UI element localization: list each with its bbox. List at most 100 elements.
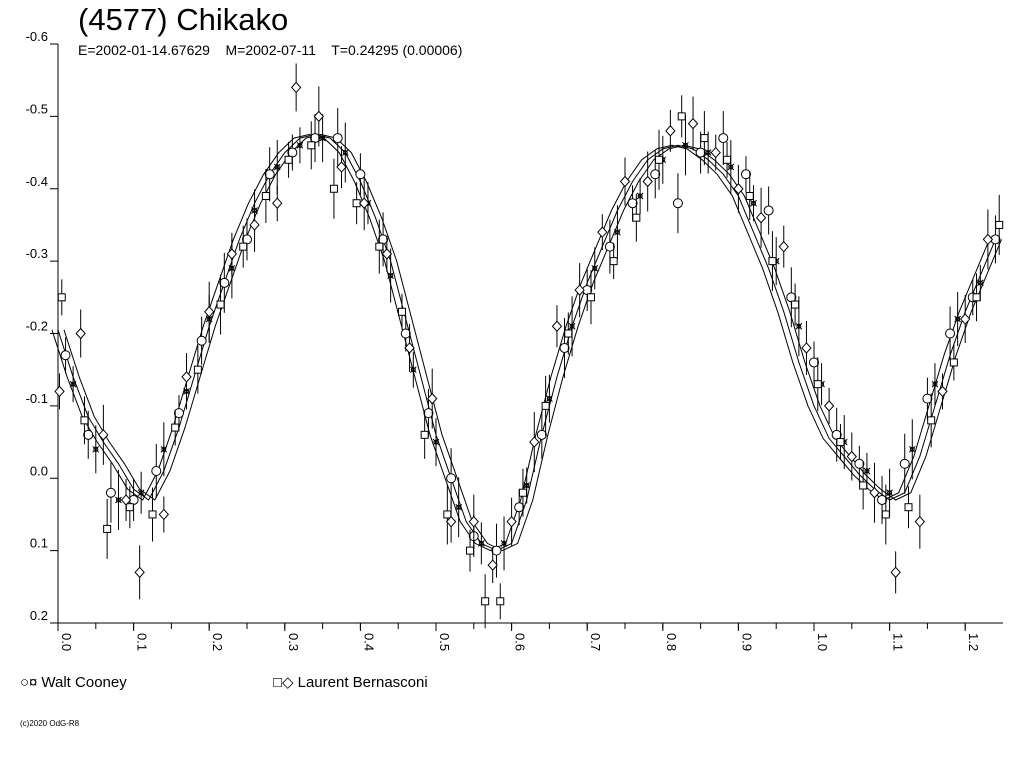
cross-marker: [727, 163, 735, 171]
square-marker: [284, 155, 293, 164]
diamond-marker: [597, 226, 608, 238]
data-point: [665, 109, 676, 152]
data-point: [591, 247, 599, 290]
data-point: [801, 320, 812, 375]
data-point: [196, 316, 207, 365]
cross-marker: [863, 467, 871, 475]
cross-marker: [704, 149, 712, 156]
data-point: [604, 219, 615, 274]
circle-marker: [355, 169, 366, 180]
diamond-marker: [204, 306, 215, 318]
square-marker: [397, 307, 406, 316]
data-point: [313, 86, 324, 147]
data-point: [927, 393, 936, 448]
data-point: [375, 219, 384, 274]
circle-marker: [378, 234, 389, 245]
data-point: [54, 373, 65, 410]
circle-marker: [809, 357, 819, 368]
diamond-marker: [687, 117, 699, 130]
square-marker: [791, 300, 800, 309]
data-point: [160, 422, 168, 477]
data-point: [945, 306, 956, 361]
data-point: [972, 273, 981, 322]
data-point: [387, 248, 394, 303]
data-point: [455, 477, 463, 538]
data-point: [287, 134, 298, 171]
x-tick-label: 0.2: [210, 633, 225, 651]
data-point: [397, 293, 406, 330]
data-point: [677, 95, 686, 138]
diamond-marker: [313, 110, 324, 123]
data-point: [914, 494, 926, 549]
data-point: [80, 396, 89, 445]
data-point: [642, 151, 653, 212]
data-point: [733, 164, 744, 213]
square-marker: [995, 220, 1004, 229]
data-point: [700, 111, 709, 166]
data-point: [491, 523, 502, 578]
square-marker: [632, 213, 641, 222]
square-marker: [881, 510, 890, 519]
diamond-marker: [336, 161, 347, 173]
square-marker: [813, 380, 822, 389]
cross-marker-ring: [274, 164, 280, 170]
data-point: [854, 445, 865, 482]
diamond-marker: [427, 392, 438, 405]
data-point: [551, 305, 563, 348]
x-tick-label: 0.4: [361, 633, 376, 651]
cross-marker-ring: [388, 273, 394, 279]
data-point: [710, 134, 721, 171]
square-marker: [949, 358, 958, 367]
y-tick-label: -0.4: [26, 174, 48, 189]
diamond-marker: [869, 486, 880, 499]
diamond-marker: [619, 175, 631, 188]
cross-marker-ring: [955, 316, 961, 322]
square-marker: [466, 546, 475, 555]
data-point: [586, 270, 595, 325]
cross-marker: [682, 141, 689, 149]
data-point: [355, 153, 366, 196]
circle-marker: [899, 458, 910, 469]
data-point: [103, 498, 112, 559]
diamond-marker: [642, 175, 653, 188]
cross-marker: [432, 438, 440, 446]
y-tick-label: -0.6: [26, 29, 48, 44]
square-marker: [904, 503, 913, 512]
data-point: [105, 462, 116, 523]
circle-marker: [786, 292, 797, 303]
diamond-marker: [54, 385, 65, 398]
circle-marker: [831, 429, 842, 440]
x-tick-label: 1.1: [891, 633, 906, 651]
circle-marker: [559, 342, 570, 353]
data-point: [128, 478, 139, 521]
lightcurve-chart: -0.6 -0.5 -0.4 -0.3 -0.2 -0.1 0.0 0.1 0.2 0.0 0.1 0…: [26, 29, 1004, 651]
cross-marker: [115, 496, 122, 504]
x-tick-label: 1.2: [966, 633, 981, 651]
diamond-marker: [937, 385, 948, 398]
diamond-marker: [710, 146, 721, 159]
cross-marker-ring: [592, 265, 598, 271]
data-point: [134, 545, 145, 600]
cross-marker-ring: [70, 381, 76, 387]
data-point: [115, 469, 122, 530]
circle-marker: [491, 545, 502, 556]
diamond-marker: [359, 197, 370, 209]
cross-marker-ring: [864, 468, 870, 474]
data-point: [995, 194, 1004, 255]
data-point: [745, 171, 754, 220]
square-marker: [723, 155, 732, 164]
diamond-marker: [290, 81, 302, 94]
diamond-marker: [468, 515, 479, 528]
cross-marker-ring: [456, 504, 462, 510]
data-point: [960, 295, 971, 344]
data-point: [487, 547, 498, 584]
diamond-marker: [890, 566, 901, 579]
fit-envelope: [51, 133, 990, 552]
data-point: [468, 494, 479, 549]
data-point: [466, 529, 475, 572]
data-point: [193, 345, 202, 394]
circle-marker: [740, 169, 751, 180]
data-point: [949, 344, 958, 381]
data-point: [869, 462, 880, 523]
square-marker: [859, 481, 868, 490]
